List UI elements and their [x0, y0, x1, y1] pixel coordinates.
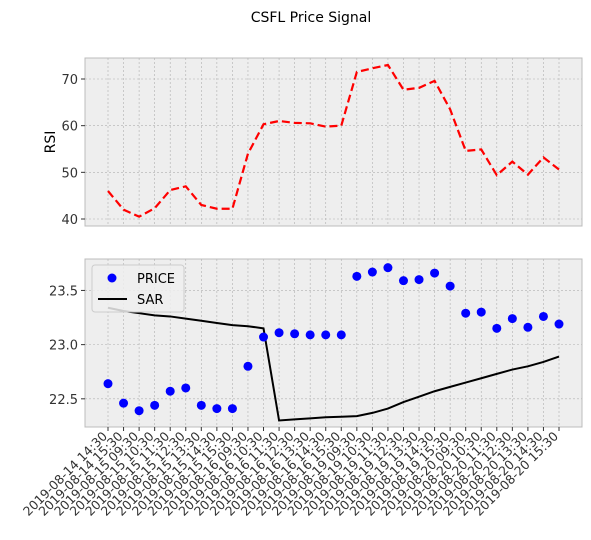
price-point — [321, 330, 331, 340]
price-point — [398, 276, 408, 286]
legend-price-marker — [107, 273, 117, 283]
rsi-y-tick-label: 70 — [61, 73, 78, 88]
legend-price-label: PRICE — [137, 272, 175, 287]
price-point — [336, 330, 346, 340]
rsi-y-tick-label: 40 — [61, 213, 78, 228]
price-y-tick-label: 23.0 — [49, 339, 78, 354]
price-point — [103, 379, 113, 389]
price-point — [134, 406, 144, 416]
price-point — [181, 383, 191, 393]
price-point — [430, 268, 440, 278]
price-point — [259, 332, 269, 342]
legend: PRICE SAR — [91, 264, 185, 313]
legend-sar-label: SAR — [137, 293, 163, 308]
price-point — [150, 400, 160, 410]
chart-title: CSFL Price Signal — [251, 10, 372, 26]
rsi-line — [107, 63, 560, 218]
price-point — [196, 400, 206, 410]
price-point — [492, 323, 502, 333]
price-point — [538, 311, 548, 321]
price-point — [212, 404, 222, 414]
price-point — [367, 267, 377, 277]
price-point — [507, 314, 517, 324]
rsi-y-axis-label: RSI — [43, 131, 59, 154]
price-point — [461, 308, 471, 318]
price-point — [414, 275, 424, 285]
price-y-tick-label: 23.5 — [49, 284, 78, 299]
price-point — [243, 361, 253, 371]
price-point — [383, 263, 393, 273]
rsi-y-tick-label: 60 — [61, 120, 78, 135]
rsi-grid — [85, 58, 582, 226]
price-point — [476, 307, 486, 317]
price-point — [274, 328, 284, 338]
rsi-y-ticks: 40 50 60 70 — [61, 73, 85, 228]
price-y-tick-label: 22.5 — [49, 393, 78, 408]
rsi-panel: 40 50 60 70 RSI — [43, 57, 583, 228]
price-point — [352, 271, 362, 281]
price-point — [554, 319, 564, 329]
sar-line — [107, 306, 560, 422]
price-point — [445, 281, 455, 291]
price-point — [290, 329, 300, 339]
price-y-ticks: 22.5 23.0 23.5 — [49, 284, 85, 408]
price-point — [305, 330, 315, 340]
price-point — [165, 386, 175, 396]
rsi-series — [107, 63, 560, 218]
price-point — [523, 322, 533, 332]
rsi-y-tick-label: 50 — [61, 166, 78, 181]
price-point — [119, 398, 129, 408]
price-panel: 22.5 23.0 23.5 PRICE SAR 2019-08-14 14:302… — [20, 258, 583, 519]
rsi-plot-area — [84, 57, 583, 227]
price-series — [103, 263, 564, 422]
price-point — [227, 404, 237, 414]
